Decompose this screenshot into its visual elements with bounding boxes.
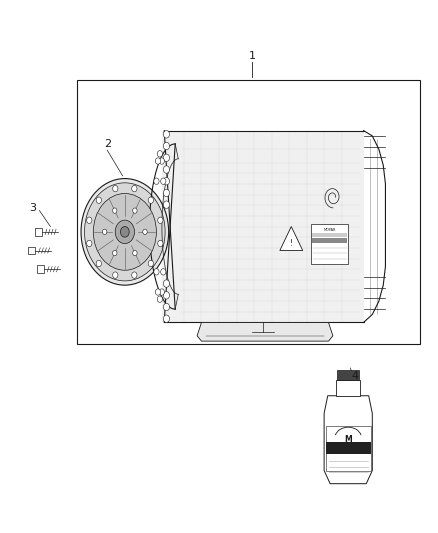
Circle shape <box>163 131 170 138</box>
Circle shape <box>161 178 166 184</box>
Circle shape <box>163 189 170 197</box>
Text: 4: 4 <box>351 371 358 381</box>
Text: 2: 2 <box>104 139 111 149</box>
Circle shape <box>113 208 117 213</box>
Circle shape <box>133 251 137 256</box>
Bar <box>311 224 348 264</box>
Bar <box>312 233 347 237</box>
Polygon shape <box>280 227 303 251</box>
Text: !: ! <box>290 239 293 248</box>
Polygon shape <box>197 322 333 341</box>
Circle shape <box>161 269 166 275</box>
Circle shape <box>93 193 156 270</box>
Text: 3: 3 <box>29 203 36 213</box>
Circle shape <box>163 154 170 161</box>
Circle shape <box>157 151 162 157</box>
Circle shape <box>96 260 102 266</box>
Polygon shape <box>324 395 372 484</box>
Bar <box>77 80 420 344</box>
Circle shape <box>120 227 129 237</box>
Circle shape <box>155 289 161 295</box>
Circle shape <box>96 197 102 204</box>
Circle shape <box>163 280 170 287</box>
Circle shape <box>102 229 107 235</box>
Circle shape <box>87 240 92 247</box>
Circle shape <box>85 183 165 281</box>
Bar <box>162 131 364 322</box>
Bar <box>312 238 347 243</box>
Circle shape <box>154 269 159 275</box>
Circle shape <box>113 251 117 256</box>
Circle shape <box>113 272 118 278</box>
Bar <box>35 228 42 236</box>
Text: MOPAR: MOPAR <box>323 228 336 232</box>
Circle shape <box>157 296 162 302</box>
Circle shape <box>132 272 137 278</box>
Circle shape <box>163 142 170 150</box>
Circle shape <box>133 208 137 213</box>
Circle shape <box>132 185 137 192</box>
Circle shape <box>148 260 153 266</box>
Circle shape <box>155 158 161 164</box>
Text: M: M <box>344 435 352 445</box>
Circle shape <box>159 158 164 164</box>
Circle shape <box>148 197 153 204</box>
Bar <box>326 442 371 454</box>
Circle shape <box>163 177 170 185</box>
Circle shape <box>163 166 170 173</box>
Bar <box>337 370 359 379</box>
Circle shape <box>81 179 169 285</box>
Circle shape <box>154 178 159 184</box>
Text: 1: 1 <box>248 51 255 61</box>
Circle shape <box>115 220 134 244</box>
Circle shape <box>163 303 170 311</box>
Bar <box>336 379 360 395</box>
Circle shape <box>87 217 92 223</box>
Circle shape <box>163 315 170 322</box>
Bar <box>37 265 44 273</box>
Circle shape <box>143 229 147 235</box>
Circle shape <box>158 240 163 247</box>
Bar <box>326 426 371 472</box>
Circle shape <box>163 292 170 299</box>
Circle shape <box>159 289 164 295</box>
Circle shape <box>113 185 118 192</box>
Circle shape <box>163 201 170 208</box>
Circle shape <box>158 217 163 223</box>
Bar <box>28 247 35 254</box>
